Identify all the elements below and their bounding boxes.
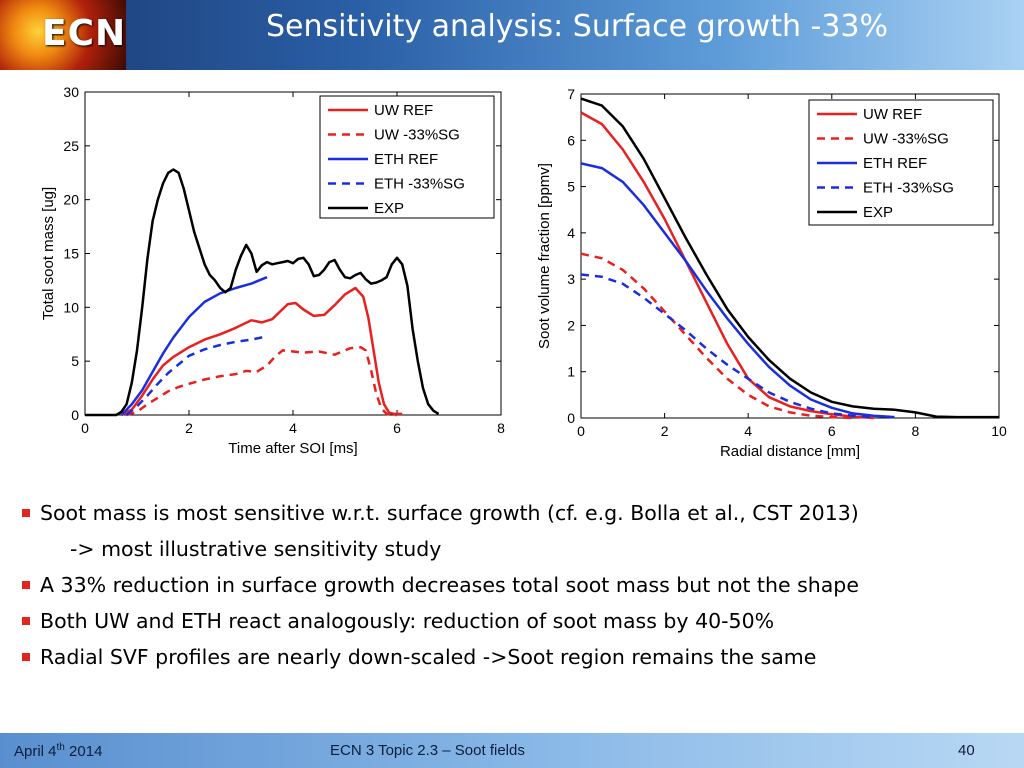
y-tick-label: 6 — [567, 132, 575, 148]
header-bar: ECN Sensitivity analysis: Surface growth… — [0, 0, 1024, 70]
x-tick-label: 6 — [828, 423, 836, 439]
series-line-uw-33-sg — [580, 252, 853, 420]
footer-date: April 4th 2014 — [14, 742, 103, 760]
y-tick-label: 0 — [71, 407, 79, 423]
legend-label: UW REF — [863, 106, 922, 123]
legend-label: UW REF — [374, 102, 433, 119]
x-tick-label: 4 — [289, 420, 297, 436]
page-number: 40 — [958, 742, 975, 759]
x-tick-label: 6 — [393, 420, 401, 436]
bullet-marker-icon — [22, 509, 30, 517]
bullet-text: -> most illustrative sensitivity study — [70, 537, 442, 561]
series-line-eth-33-sg — [580, 273, 874, 419]
soot-mass-chart: 0 2 4 6 8 0 5 10 15 20 25 30 Time after SOI [ms] Tota… — [40, 84, 505, 457]
x-tick-label: 8 — [497, 420, 505, 436]
x-tick-label: 8 — [912, 423, 920, 439]
y-tick-label: 25 — [63, 138, 79, 154]
legend-box — [319, 95, 495, 219]
y-tick-label: 3 — [567, 271, 575, 287]
legend-label: ETH -33%SG — [863, 180, 954, 197]
legend-label: ETH REF — [374, 151, 438, 168]
soot-volume-fraction-chart: 0 2 4 6 8 10 0 1 2 3 4 5 6 7 Radial distance [mm] Soot … — [536, 86, 1007, 460]
x-tick-label: 2 — [185, 420, 193, 436]
bullet-item: Both UW and ETH react analogously: reduc… — [20, 603, 1010, 639]
series-line-eth-ref — [120, 276, 268, 416]
bullet-text: A 33% reduction in surface growth decrea… — [40, 573, 859, 597]
y-axis-label: Soot volume fraction [ppmv] — [536, 163, 553, 349]
y-tick-label: 30 — [63, 84, 79, 100]
bullet-item: Soot mass is most sensitive w.r.t. surfa… — [20, 495, 1010, 531]
series-line-eth-33-sg — [125, 335, 268, 416]
y-tick-label: 15 — [63, 246, 79, 262]
y-tick-label: 5 — [71, 353, 79, 369]
y-tick-label: 20 — [63, 192, 79, 208]
series-line-exp — [85, 168, 440, 417]
bullet-marker-icon — [22, 581, 30, 589]
slide-title: Sensitivity analysis: Surface growth -33… — [265, 9, 889, 44]
y-tick-label: 5 — [567, 179, 575, 195]
x-tick-label: 2 — [661, 423, 669, 439]
y-axis-label: Total soot mass [ug] — [40, 187, 57, 320]
footer-topic: ECN 3 Topic 2.3 – Soot fields — [330, 742, 525, 759]
series-line-uw-33-sg — [126, 345, 397, 417]
y-tick-label: 0 — [567, 410, 575, 426]
bullet-list: Soot mass is most sensitive w.r.t. surfa… — [20, 495, 1010, 675]
y-tick-label: 2 — [567, 317, 575, 333]
bullet-marker-icon — [22, 653, 30, 661]
x-tick-label: 4 — [744, 423, 752, 439]
y-tick-label: 10 — [63, 299, 79, 315]
bullet-item: A 33% reduction in surface growth decrea… — [20, 567, 1010, 603]
logo-text: ECN — [42, 13, 126, 54]
plot-frame — [580, 93, 1000, 419]
bullet-marker-icon — [22, 617, 30, 625]
x-axis-label: Time after SOI [ms] — [228, 440, 357, 457]
x-tick-label: 0 — [577, 423, 585, 439]
bullet-text: Soot mass is most sensitive w.r.t. surfa… — [40, 501, 859, 525]
y-tick-label: 1 — [567, 364, 575, 380]
series-line-uw-ref — [580, 111, 874, 420]
y-tick-label: 4 — [567, 225, 575, 241]
bullet-item: Radial SVF profiles are nearly down-scal… — [20, 639, 1010, 675]
footer-bar: April 4th 2014 ECN 3 Topic 2.3 – Soot fi… — [0, 733, 1024, 768]
bullet-text: Radial SVF profiles are nearly down-scal… — [40, 645, 817, 669]
y-tick-label: 7 — [567, 86, 575, 102]
bullet-text: Both UW and ETH react analogously: reduc… — [40, 609, 775, 633]
series-line-exp — [580, 97, 999, 419]
legend-label: UW -33%SG — [374, 127, 460, 144]
x-axis-label: Radial distance [mm] — [720, 443, 860, 460]
series-line-eth-ref — [580, 162, 895, 419]
ecn-logo: ECN — [0, 0, 126, 70]
series-line-uw-ref — [120, 286, 403, 417]
x-tick-label: 0 — [81, 420, 89, 436]
legend-label: EXP — [374, 200, 404, 217]
legend-label: ETH -33%SG — [374, 176, 465, 193]
legend-label: EXP — [863, 204, 893, 221]
bullet-item: -> most illustrative sensitivity study — [20, 531, 1010, 567]
legend-label: UW -33%SG — [863, 131, 949, 148]
x-tick-label: 10 — [991, 423, 1007, 439]
legend-label: ETH REF — [863, 155, 927, 172]
